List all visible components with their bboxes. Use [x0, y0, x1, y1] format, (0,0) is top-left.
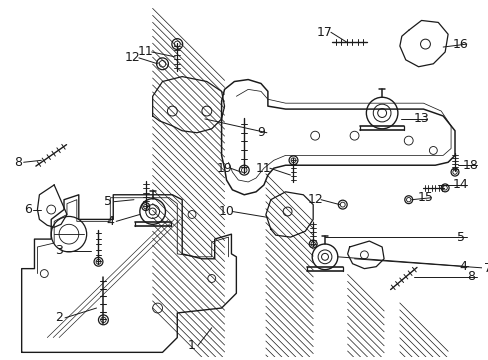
Text: 16: 16 [452, 37, 468, 51]
Text: 19: 19 [216, 162, 232, 175]
Text: 13: 13 [413, 112, 428, 125]
Text: 11: 11 [256, 162, 271, 175]
Text: 1: 1 [188, 339, 196, 352]
Text: 9: 9 [257, 126, 264, 139]
Text: 4: 4 [458, 260, 466, 273]
Text: 11: 11 [138, 45, 153, 58]
Text: 12: 12 [306, 193, 323, 206]
Text: 6: 6 [23, 203, 31, 216]
Text: 15: 15 [417, 191, 432, 204]
Text: 10: 10 [218, 205, 234, 218]
Text: 18: 18 [462, 159, 478, 172]
Text: 7: 7 [483, 262, 488, 275]
Text: 5: 5 [456, 231, 464, 244]
Text: 8: 8 [466, 270, 474, 283]
Text: 5: 5 [104, 195, 112, 208]
Text: 4: 4 [106, 215, 114, 228]
Text: 3: 3 [55, 244, 63, 257]
Text: 12: 12 [125, 51, 141, 64]
Text: 8: 8 [14, 156, 21, 169]
Text: 17: 17 [316, 26, 332, 39]
Text: 14: 14 [452, 179, 468, 192]
Text: 2: 2 [55, 311, 63, 324]
